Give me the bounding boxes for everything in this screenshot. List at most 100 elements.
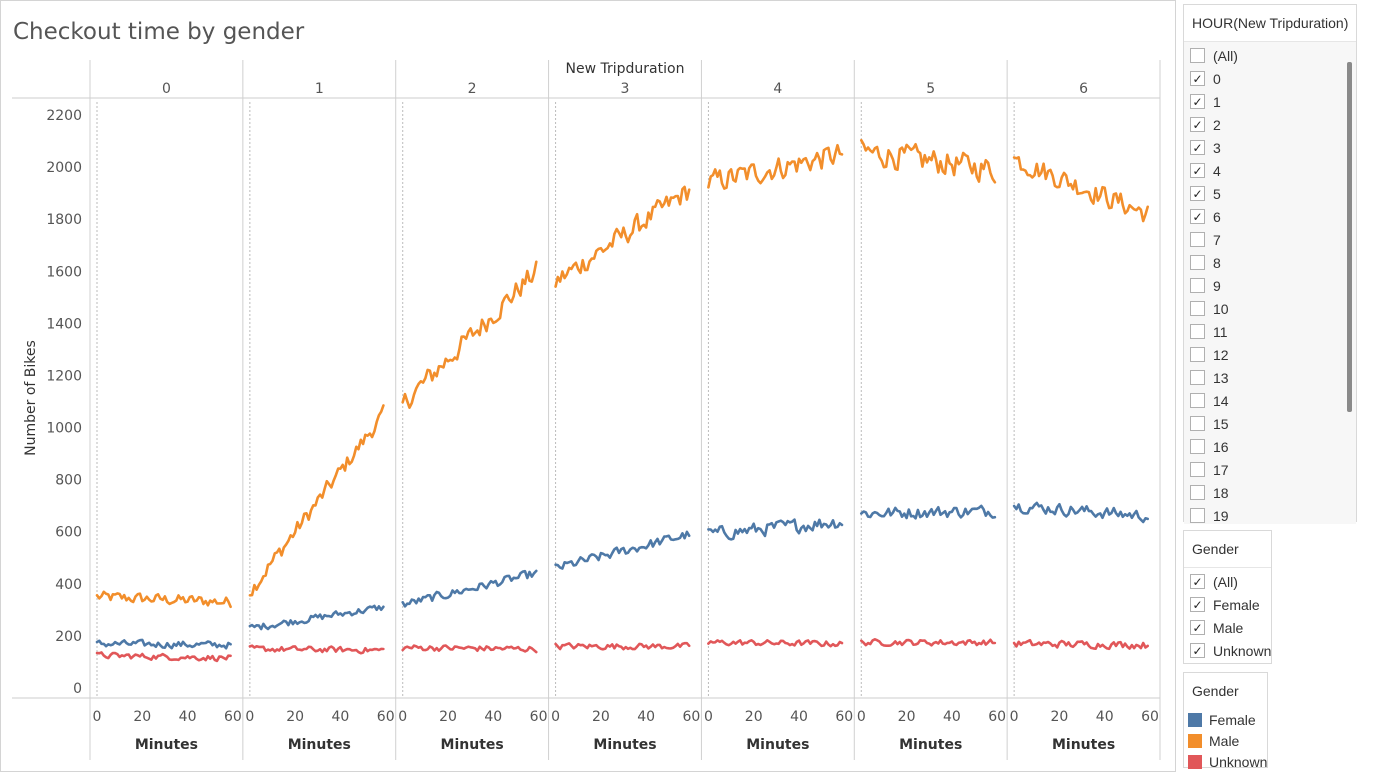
series-line-unknown-panel-1 <box>248 644 385 655</box>
checkbox-unchecked-icon[interactable] <box>1190 393 1205 408</box>
panel-label: 5 <box>926 81 935 97</box>
hour-filter-label: 9 <box>1213 277 1221 294</box>
checkbox-unchecked-icon[interactable] <box>1190 416 1205 431</box>
hour-filter-item[interactable]: 9 <box>1184 274 1356 297</box>
legend-item[interactable]: Unknown <box>1186 751 1267 772</box>
x-tick-label: 20 <box>1051 709 1069 725</box>
checkbox-unchecked-icon[interactable] <box>1190 462 1205 477</box>
gender-filter-item[interactable]: ✓ Female <box>1184 593 1271 616</box>
legend-item[interactable]: Female <box>1186 709 1267 730</box>
y-tick-label: 1400 <box>46 316 82 332</box>
checkbox-unchecked-icon[interactable] <box>1190 278 1205 293</box>
hour-filter-item[interactable]: 16 <box>1184 435 1356 458</box>
checkbox-unchecked-icon[interactable] <box>1190 48 1205 63</box>
hour-filter-label: 8 <box>1213 254 1221 271</box>
x-tick-label: 20 <box>286 709 304 725</box>
checkbox-unchecked-icon[interactable] <box>1190 347 1205 362</box>
hour-filter-item[interactable]: 8 <box>1184 251 1356 274</box>
hour-filter-item[interactable]: 11 <box>1184 320 1356 343</box>
y-tick-label: 1200 <box>46 368 82 384</box>
series-line-female-panel-6 <box>1012 501 1149 524</box>
checkbox-unchecked-icon[interactable] <box>1190 301 1205 316</box>
panel-label: 4 <box>773 81 782 97</box>
x-tick-label: 20 <box>133 709 151 725</box>
x-tick-label: 0 <box>93 709 102 725</box>
legend-label: Female <box>1209 711 1256 728</box>
hour-filter-scrollbar[interactable] <box>1347 62 1353 412</box>
y-axis-label: Number of Bikes <box>23 340 39 456</box>
x-axis-label: Minutes <box>1052 737 1115 753</box>
hour-filter-label: 1 <box>1213 93 1221 110</box>
x-tick-label: 20 <box>745 709 763 725</box>
series-line-male-panel-3 <box>554 185 691 288</box>
hour-filter-item[interactable]: ✓ 4 <box>1184 159 1356 182</box>
series-line-female-panel-5 <box>859 504 997 520</box>
gender-filter-item[interactable]: ✓ Unknown <box>1184 639 1271 662</box>
hour-filter-item[interactable]: 13 <box>1184 366 1356 389</box>
legend-swatch <box>1188 712 1202 727</box>
checkbox-checked-icon[interactable]: ✓ <box>1190 94 1205 109</box>
x-tick-label: 40 <box>1096 709 1114 725</box>
hour-filter-item[interactable]: (All) <box>1184 44 1356 67</box>
gender-filter-card: Gender ✓ (All) ✓ Female ✓ Male ✓ Unknown <box>1183 530 1273 664</box>
hour-filter-label: 7 <box>1213 231 1221 248</box>
hour-filter-item[interactable]: 10 <box>1184 297 1356 320</box>
x-tick-label: 60 <box>835 709 853 725</box>
checkbox-unchecked-icon[interactable] <box>1190 439 1205 454</box>
y-tick-label: 600 <box>55 525 82 541</box>
checkbox-unchecked-icon[interactable] <box>1190 232 1205 247</box>
checkbox-checked-icon[interactable]: ✓ <box>1190 209 1205 224</box>
x-tick-label: 40 <box>332 709 350 725</box>
hour-filter-item[interactable]: 7 <box>1184 228 1356 251</box>
series-line-unknown-panel-0 <box>95 651 232 663</box>
y-tick-label: 1800 <box>46 212 82 228</box>
x-tick-label: 0 <box>551 709 560 725</box>
panel-label: 6 <box>1079 81 1088 97</box>
checkbox-unchecked-icon[interactable] <box>1190 508 1205 523</box>
x-tick-label: 60 <box>530 709 548 725</box>
checkbox-checked-icon[interactable]: ✓ <box>1190 117 1205 132</box>
checkbox-checked-icon[interactable]: ✓ <box>1190 140 1205 155</box>
series-line-unknown-panel-2 <box>401 644 538 654</box>
hour-filter-item[interactable]: ✓ 5 <box>1184 182 1356 205</box>
hour-filter-item[interactable]: ✓ 6 <box>1184 205 1356 228</box>
hour-filter-list[interactable]: (All) ✓ 0 ✓ 1 ✓ 2 ✓ 3 ✓ 4 ✓ 5 ✓ 6 7 8 9 10 11 12 13 14 15 16 17 18… <box>1184 42 1357 524</box>
checkbox-checked-icon[interactable]: ✓ <box>1190 163 1205 178</box>
x-tick-label: 60 <box>377 709 395 725</box>
hour-filter-label: 2 <box>1213 116 1221 133</box>
legend-label: Unknown <box>1209 753 1268 770</box>
y-tick-label: 1600 <box>46 264 82 280</box>
hour-filter-item[interactable]: ✓ 2 <box>1184 113 1356 136</box>
hour-filter-item[interactable]: ✓ 1 <box>1184 90 1356 113</box>
checkbox-checked-icon[interactable]: ✓ <box>1190 71 1205 86</box>
checkbox-unchecked-icon[interactable] <box>1190 324 1205 339</box>
hour-filter-item[interactable]: 18 <box>1184 481 1356 504</box>
hour-filter-item[interactable]: 14 <box>1184 389 1356 412</box>
checkbox-checked-icon[interactable]: ✓ <box>1190 574 1205 589</box>
hour-filter-label: 18 <box>1213 484 1229 501</box>
checkbox-unchecked-icon[interactable] <box>1190 370 1205 385</box>
checkbox-unchecked-icon[interactable] <box>1190 255 1205 270</box>
legend-item[interactable]: Male <box>1186 730 1267 751</box>
gender-filter-item[interactable]: ✓ (All) <box>1184 570 1271 593</box>
checkbox-checked-icon[interactable]: ✓ <box>1190 643 1205 658</box>
x-axis-label: Minutes <box>593 737 656 753</box>
gender-filter-label: Male <box>1213 619 1244 636</box>
series-line-male-panel-6 <box>1012 156 1149 223</box>
gender-filter-title: Gender <box>1184 531 1272 568</box>
hour-filter-item[interactable]: 19 <box>1184 504 1356 524</box>
gender-filter-item[interactable]: ✓ Male <box>1184 616 1271 639</box>
checkbox-checked-icon[interactable]: ✓ <box>1190 597 1205 612</box>
hour-filter-label: 19 <box>1213 507 1229 524</box>
hour-filter-item[interactable]: ✓ 0 <box>1184 67 1356 90</box>
checkbox-checked-icon[interactable]: ✓ <box>1190 620 1205 635</box>
x-tick-label: 40 <box>790 709 808 725</box>
x-tick-label: 60 <box>224 709 242 725</box>
gender-filter-label: (All) <box>1213 573 1238 590</box>
hour-filter-item[interactable]: 17 <box>1184 458 1356 481</box>
hour-filter-item[interactable]: ✓ 3 <box>1184 136 1356 159</box>
hour-filter-item[interactable]: 12 <box>1184 343 1356 366</box>
checkbox-checked-icon[interactable]: ✓ <box>1190 186 1205 201</box>
hour-filter-item[interactable]: 15 <box>1184 412 1356 435</box>
checkbox-unchecked-icon[interactable] <box>1190 485 1205 500</box>
